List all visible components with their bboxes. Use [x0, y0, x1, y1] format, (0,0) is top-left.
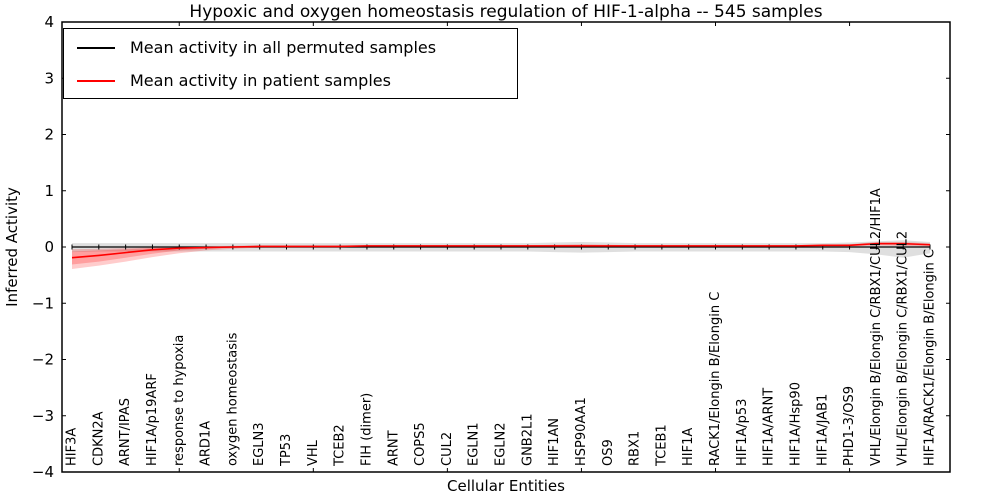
- entity-label: VHL/Elongin B/Elongin C/RBX1/CUL2/HIF1A: [869, 188, 884, 466]
- y-tick-label: 2: [44, 126, 54, 144]
- entity-label: TCEB2: [333, 424, 348, 467]
- entity-label: EGLN3: [252, 422, 267, 466]
- entity-label: ARD1A: [199, 421, 214, 466]
- entity-label: ARNT: [386, 430, 401, 466]
- entity-label: PHD1-3/OS9: [842, 386, 857, 466]
- legend-item-permuted: Mean activity in all permuted samples: [77, 33, 517, 62]
- y-tick-label: −3: [32, 407, 54, 425]
- entity-label: response to hypoxia: [172, 335, 187, 466]
- entity-label: HIF1A/RACK1/Elongin B/Elongin C: [923, 249, 938, 466]
- plot-title: Hypoxic and oxygen homeostasis regulatio…: [189, 2, 823, 22]
- y-tick-label: 0: [44, 238, 54, 256]
- legend: Mean activity in all permuted samples Me…: [63, 28, 518, 99]
- series-1-line: [71, 242, 931, 259]
- entity-label: RACK1/Elongin B/Elongin C: [708, 292, 723, 466]
- entity-label: HIF1A/p53: [735, 399, 750, 466]
- entity-label: ARNT/IPAS: [118, 398, 133, 466]
- legend-label-permuted: Mean activity in all permuted samples: [130, 38, 437, 57]
- entity-label: oxygen homeostasis: [225, 332, 240, 466]
- entity-label: TCEB1: [654, 424, 669, 467]
- legend-item-patient: Mean activity in patient samples: [77, 66, 517, 95]
- entity-label: CDKN2A: [91, 411, 106, 466]
- entity-label: EGLN2: [494, 422, 509, 466]
- entity-label: HIF1A/ARNT: [762, 388, 777, 466]
- entity-label: RBX1: [628, 431, 643, 466]
- entity-label: EGLN1: [467, 422, 482, 466]
- entity-label: HIF1A/JAB1: [815, 394, 830, 466]
- entity-label: HIF1A: [681, 428, 696, 466]
- entity-label: VHL/Elongin B/Elongin C/RBX1/CUL2: [896, 231, 911, 466]
- permuted-line-swatch-icon: [77, 46, 115, 49]
- y-tick-label: −1: [32, 294, 54, 312]
- entity-label: OS9: [601, 439, 616, 466]
- entity-label: HSP90AA1: [574, 397, 589, 466]
- entity-label: HIF3A: [65, 428, 80, 466]
- entity-label: FIH (dimer): [359, 393, 374, 466]
- entity-label: GNB2L1: [520, 413, 535, 466]
- y-tick-label: −4: [32, 463, 54, 481]
- y-tick-label: 4: [44, 13, 54, 31]
- entity-label: TP53: [279, 434, 294, 467]
- entity-label: CUL2: [440, 432, 455, 466]
- y-tick-label: −2: [32, 351, 54, 369]
- y-tick-label: 3: [44, 69, 54, 87]
- patient-line-swatch-icon: [77, 79, 115, 82]
- entity-label: VHL: [306, 439, 321, 466]
- x-axis-title: Cellular Entities: [447, 477, 565, 495]
- y-tick-label: 1: [44, 182, 54, 200]
- legend-label-patient: Mean activity in patient samples: [130, 71, 391, 90]
- entity-label: HIF1A/Hsp90: [788, 382, 803, 466]
- entity-label: COPS5: [413, 422, 428, 466]
- entity-label: HIF1AN: [547, 418, 562, 466]
- entity-label: HIF1A/p19ARF: [145, 373, 160, 466]
